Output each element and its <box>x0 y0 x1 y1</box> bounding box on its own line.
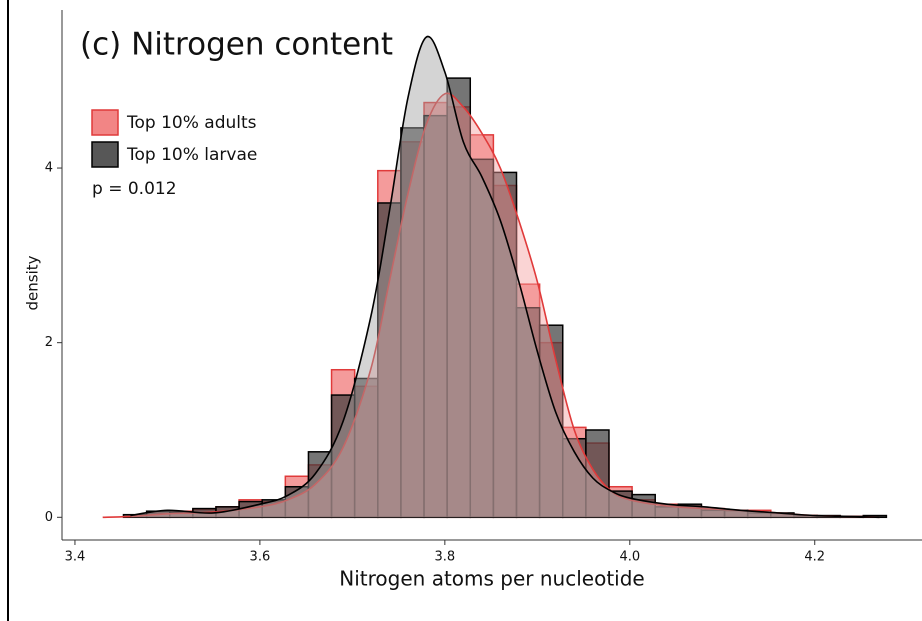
plot-area <box>102 35 888 519</box>
y-tick-label: 4 <box>45 161 53 176</box>
legend-label: Top 10% adults <box>126 113 257 133</box>
density-area <box>130 36 880 518</box>
legend-swatch <box>91 141 119 168</box>
x-tick-label: 3.8 <box>434 550 455 565</box>
x-tick-label: 4.2 <box>804 550 825 565</box>
y-tick-label: 2 <box>45 335 53 350</box>
x-axis-label: Nitrogen atoms per nucleotide <box>339 567 644 591</box>
y-tick-label: 0 <box>45 510 53 525</box>
annotation: p = 0.012 <box>92 179 177 199</box>
density-area <box>102 93 880 518</box>
density-line <box>130 35 880 519</box>
density-line <box>102 92 880 519</box>
x-tick-label: 3.4 <box>65 550 86 565</box>
y-axis-label: density <box>24 255 42 310</box>
histogram-bar <box>585 429 610 519</box>
x-tick-label: 3.6 <box>250 550 271 565</box>
chart-title: (c) Nitrogen content <box>80 27 393 63</box>
legend-label: Top 10% larvae <box>126 145 257 165</box>
legend-swatch <box>91 109 119 136</box>
x-tick-label: 4.0 <box>619 550 640 565</box>
histogram-bar <box>538 324 564 519</box>
